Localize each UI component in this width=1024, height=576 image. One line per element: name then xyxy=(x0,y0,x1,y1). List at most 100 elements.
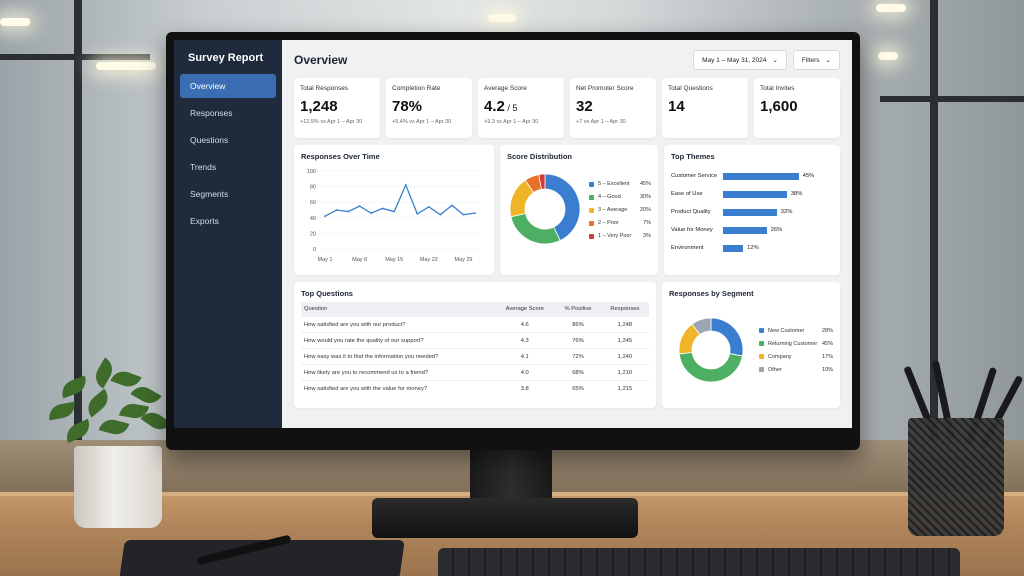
theme-label: Ease of Use xyxy=(671,191,703,197)
x-tick-label: May 22 xyxy=(420,257,438,263)
theme-label: Value for Money xyxy=(671,227,713,233)
kpi-value: 78% xyxy=(392,98,423,115)
table-row[interactable]: How would you rate the quality of our su… xyxy=(301,332,649,349)
sidebar-item-responses[interactable]: Responses xyxy=(190,108,233,118)
donut-slice xyxy=(710,317,744,357)
question-cell: How easy was it to find the information … xyxy=(301,348,495,365)
data-point xyxy=(393,210,396,213)
responses-by-segment-card: Responses by Segment New Customer 28% Retu… xyxy=(662,282,840,408)
table-row[interactable]: How likely are you to recommend us to a … xyxy=(301,364,649,381)
score-cell: 4.1 xyxy=(494,348,556,365)
kpi-card-total-questions: Total Questions 14 xyxy=(662,78,748,138)
y-tick-label: 40 xyxy=(310,216,316,222)
score-distribution-card: Score Distribution 5 – Excellent 45% 4 – G… xyxy=(500,145,658,275)
y-tick-label: 0 xyxy=(313,247,316,253)
card-title: Score Distribution xyxy=(507,152,573,161)
data-point xyxy=(404,184,407,186)
responses-cell: 1,215 xyxy=(600,380,649,396)
data-point xyxy=(439,213,442,216)
main-content: Overview May 1 – May 31, 2024 ⌄ Filters … xyxy=(282,40,852,428)
date-range-select[interactable]: May 1 – May 31, 2024 ⌄ xyxy=(693,50,787,70)
theme-row: Product Quality 32% xyxy=(671,203,833,221)
x-tick-label: May 15 xyxy=(385,257,403,263)
chevron-down-icon: ⌄ xyxy=(772,57,778,64)
monitor-stand xyxy=(470,446,552,506)
kpi-change: +5.4% vs Apr 1 – Apr 30 xyxy=(392,119,452,125)
legend-swatch xyxy=(589,233,594,239)
header-controls: May 1 – May 31, 2024 ⌄ Filters ⌄ xyxy=(693,50,840,70)
kpi-card-total-invites: Total Invites 1,600 xyxy=(754,78,840,138)
column-header[interactable]: Question xyxy=(301,302,495,317)
ceiling-light xyxy=(876,4,906,12)
table-header-row: Question Average Score % Positive Respon… xyxy=(301,302,649,317)
legend-label: 4 – Good xyxy=(598,194,621,200)
kpi-suffix: / 5 xyxy=(504,103,518,113)
table-row[interactable]: How satisfied are you with the value for… xyxy=(301,380,649,396)
date-range-value: May 1 – May 31, 2024 xyxy=(702,56,767,64)
sidebar-item-trends[interactable]: Trends xyxy=(190,162,217,172)
sidebar-item-questions[interactable]: Questions xyxy=(190,135,229,145)
question-cell: How would you rate the quality of our su… xyxy=(301,332,495,349)
data-point xyxy=(381,207,384,210)
data-point xyxy=(347,210,349,213)
window-frame xyxy=(930,0,938,470)
data-point xyxy=(451,204,453,207)
kpi-row: Total Responses 1,248 +12.5% vs Apr 1 – … xyxy=(294,78,840,138)
table-row[interactable]: How satisfied are you with our product? … xyxy=(301,316,649,333)
theme-row: Ease of Use 38% xyxy=(671,185,833,203)
positive-cell: 76% xyxy=(555,332,601,349)
column-header[interactable]: % Positive xyxy=(555,302,601,317)
kpi-value: 32 xyxy=(576,98,593,115)
kpi-label: Total Responses xyxy=(300,85,349,92)
legend-value: 28% xyxy=(821,327,833,334)
legend-label: Company xyxy=(768,353,792,360)
kpi-label: Average Score xyxy=(484,85,527,92)
legend-swatch xyxy=(589,181,594,187)
kpi-card-average-score: Average Score 4.2 / 5 +9.3 vs Apr 1 – Ap… xyxy=(478,78,564,138)
table-row[interactable]: How easy was it to find the information … xyxy=(301,348,649,365)
filters-button[interactable]: Filters ⌄ xyxy=(792,50,840,70)
x-tick-label: May 1 xyxy=(318,257,333,263)
ceiling-light xyxy=(96,62,156,70)
column-header[interactable]: Responses xyxy=(600,302,649,317)
kpi-value: 4.2 / 5 xyxy=(484,98,518,115)
legend-value: 3% xyxy=(643,233,651,239)
score-donut-chart xyxy=(509,173,581,245)
y-tick-label: 20 xyxy=(310,231,316,237)
theme-label: Product Quality xyxy=(671,209,711,215)
donut-slice xyxy=(538,173,546,190)
legend-item: 3 – Average 20% xyxy=(589,204,651,217)
theme-bar xyxy=(723,244,744,252)
data-point xyxy=(416,213,419,215)
column-header[interactable]: Average Score xyxy=(494,302,556,317)
kpi-card-total-responses: Total Responses 1,248 +12.5% vs Apr 1 – … xyxy=(294,78,380,138)
legend-item: New Customer 28% xyxy=(759,324,833,337)
kpi-label: Total Invites xyxy=(760,85,795,92)
sidebar-item-segments[interactable]: Segments xyxy=(190,189,229,199)
monitor-base xyxy=(372,498,638,538)
legend-label: 3 – Average xyxy=(598,207,628,213)
keyboard xyxy=(438,548,960,576)
legend-item: 5 – Excellent 45% xyxy=(589,178,651,191)
legend-value: 17% xyxy=(821,353,833,360)
legend-label: Other xyxy=(768,366,782,373)
x-tick-label: May 8 xyxy=(352,257,367,263)
chevron-down-icon: ⌄ xyxy=(825,57,831,64)
sidebar-item-overview[interactable]: Overview xyxy=(180,74,276,98)
legend-value: 20% xyxy=(639,207,651,213)
question-cell: How likely are you to recommend us to a … xyxy=(301,364,495,381)
sidebar: Survey Report Overview Responses Questio… xyxy=(174,40,282,428)
series-line xyxy=(324,183,476,217)
legend-value: 30% xyxy=(639,194,651,200)
sidebar-item-exports[interactable]: Exports xyxy=(190,216,219,226)
responses-over-time-card: Responses Over Time 0 20 40 60 80 100 May 1 May… xyxy=(294,145,494,275)
theme-row: Value for Money 26% xyxy=(671,221,833,239)
data-point xyxy=(335,209,338,211)
positive-cell: 65% xyxy=(555,380,601,396)
plant-pot xyxy=(74,446,162,528)
theme-value: 38% xyxy=(790,191,803,197)
app-title: Survey Report xyxy=(188,52,264,64)
top-questions-card: Top Questions Question Average Score % P… xyxy=(294,282,656,408)
card-title: Top Themes xyxy=(671,152,715,161)
kpi-change: +9.3 vs Apr 1 – Apr 30 xyxy=(484,119,539,125)
